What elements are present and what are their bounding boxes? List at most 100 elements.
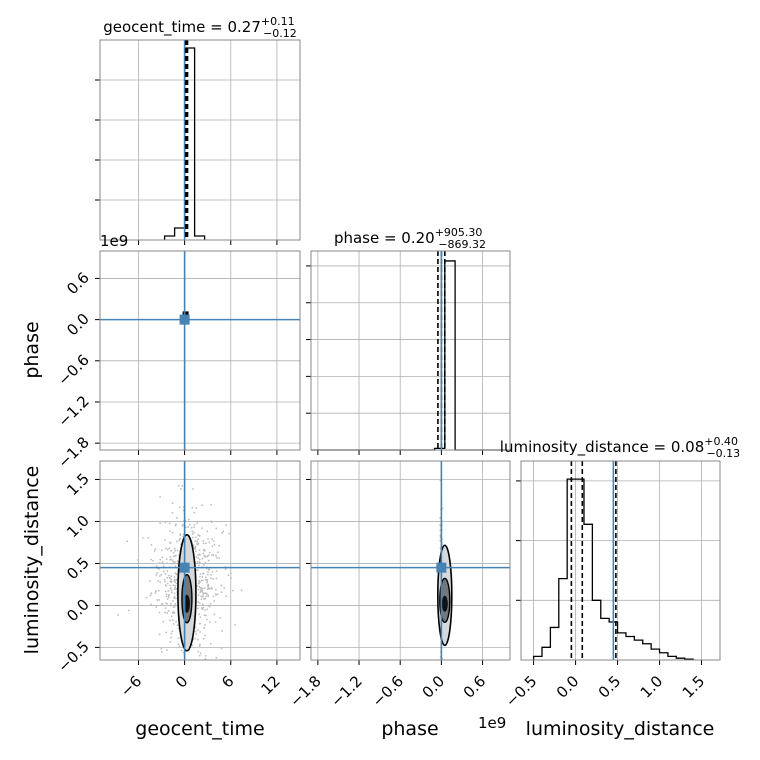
scatter-point — [208, 551, 211, 554]
scatter-point — [199, 575, 201, 578]
x-axis-label-phase: phase — [381, 718, 438, 740]
scatter-point — [220, 591, 223, 594]
scatter-point — [198, 602, 201, 605]
scatter-point — [162, 562, 164, 565]
scatter-point — [207, 595, 210, 598]
y-offset-label: 1e9 — [100, 232, 128, 250]
scatter-point — [229, 577, 232, 579]
scatter-point — [225, 595, 228, 598]
scatter-point — [215, 656, 218, 659]
scatter-point — [193, 531, 195, 534]
scatter-point — [165, 593, 168, 595]
y-tick-label: 0.0 — [63, 310, 93, 340]
title-upper-error: +0.11 — [261, 15, 295, 28]
scatter-point — [206, 579, 209, 582]
scatter-point — [178, 645, 181, 648]
scatter-point — [158, 568, 160, 570]
scatter-point — [214, 589, 217, 591]
scatter-point — [164, 584, 167, 587]
panel-frame — [99, 39, 301, 241]
x-tick-label: 0.0 — [419, 672, 449, 702]
title-text: luminosity_distance = 0.08 — [500, 438, 704, 457]
scatter-point — [162, 620, 165, 623]
scatter-point — [155, 590, 157, 592]
scatter-point — [181, 524, 184, 527]
scatter-point — [164, 590, 167, 593]
scatter-point — [164, 572, 167, 575]
scatter-point — [200, 586, 203, 589]
scatter-point — [161, 561, 164, 563]
scatter-point — [170, 578, 172, 581]
scatter-point — [150, 592, 153, 595]
scatter-point — [192, 488, 194, 490]
y-tick-label: 1.5 — [63, 470, 93, 500]
scatter-point — [240, 589, 243, 592]
scatter-point — [159, 496, 162, 498]
scatter-point — [154, 548, 157, 551]
scatter-point — [165, 602, 168, 605]
scatter-point — [193, 511, 196, 514]
scatter-point — [218, 544, 221, 547]
density-peak — [441, 595, 448, 612]
scatter-point — [211, 545, 214, 548]
scatter-point — [203, 554, 206, 557]
scatter-point — [198, 585, 201, 588]
scatter-point — [164, 611, 167, 614]
scatter-point — [206, 608, 209, 611]
x-tick-label: 0 — [172, 672, 191, 691]
scatter-point — [175, 578, 178, 581]
scatter-point — [127, 609, 130, 612]
scatter-point — [171, 511, 174, 514]
x-tick-label: 12 — [258, 672, 284, 698]
scatter-point — [210, 577, 212, 580]
scatter-point — [170, 575, 173, 578]
scatter-point — [150, 558, 152, 561]
scatter-point — [165, 558, 168, 561]
scatter-point — [194, 536, 197, 539]
scatter-point — [198, 613, 201, 616]
scatter-point — [215, 594, 217, 596]
scatter-point — [187, 526, 190, 528]
scatter-point — [173, 588, 176, 591]
scatter-point — [161, 602, 163, 605]
scatter-point — [206, 581, 209, 584]
scatter-point — [200, 598, 203, 601]
scatter-point — [180, 649, 183, 652]
scatter-point — [205, 595, 208, 598]
scatter-point — [165, 595, 168, 598]
scatter-point — [158, 561, 161, 564]
scatter-point — [213, 543, 216, 546]
scatter-point — [174, 581, 177, 584]
truth-marker — [436, 562, 447, 573]
scatter-point — [210, 503, 212, 506]
panel-frame — [520, 460, 721, 661]
histogram-luminosity_distance — [532, 478, 694, 660]
scatter-point — [173, 576, 176, 579]
scatter-point — [199, 630, 202, 633]
scatter-point — [177, 627, 180, 630]
scatter-point — [171, 531, 174, 534]
scatter-point — [176, 624, 179, 627]
scatter-point — [199, 588, 202, 591]
scatter-point — [117, 614, 119, 616]
scatter-point — [208, 587, 211, 590]
scatter-point — [222, 530, 225, 533]
scatter-point — [204, 634, 207, 637]
scatter-point — [223, 586, 226, 589]
truth-marker — [179, 562, 190, 573]
title-lower-error: −0.13 — [706, 447, 740, 460]
scatter-point — [212, 578, 214, 580]
scatter-point — [197, 588, 200, 591]
scatter-point — [197, 629, 199, 632]
scatter-point — [170, 602, 172, 605]
scatter-point — [202, 572, 205, 575]
scatter-point — [210, 573, 212, 576]
scatter-point — [166, 562, 169, 565]
scatter-point — [212, 595, 215, 598]
scatter-point — [173, 592, 176, 595]
scatter-point — [179, 537, 182, 540]
scatter-point — [209, 621, 211, 624]
scatter-point — [194, 637, 197, 640]
scatter-point — [198, 580, 201, 583]
scatter-point — [169, 619, 171, 622]
